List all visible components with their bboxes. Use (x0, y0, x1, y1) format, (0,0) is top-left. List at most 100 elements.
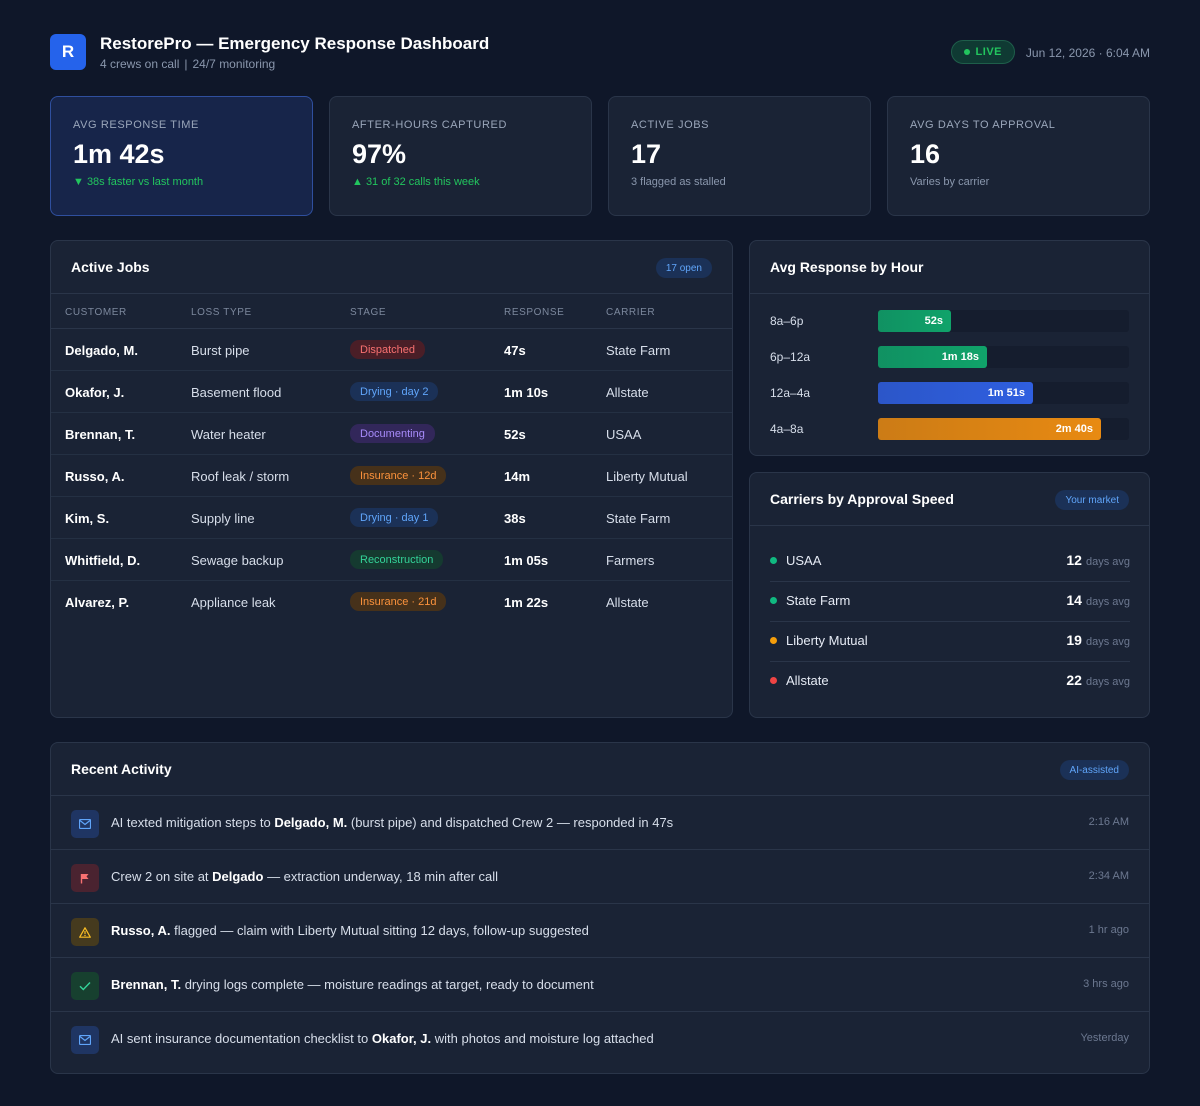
kpi-value: 16 (910, 139, 941, 169)
activity-text: Crew 2 on site at Delgado — extraction u… (111, 869, 498, 884)
table-row[interactable]: Russo, A. Roof leak / storm Insurance · … (51, 455, 732, 497)
days-unit: days avg (1085, 676, 1130, 688)
carrier-name: Allstate (786, 673, 829, 688)
loss-type-cell: Roof leak / storm (191, 469, 290, 484)
column-header-loss-type[interactable]: LOSS TYPE (191, 307, 252, 318)
bar-track: 1m 51s (878, 382, 1129, 404)
kpi-label: AVG DAYS TO APPROVAL (910, 119, 1056, 131)
hour-range-label: 8a–6p (770, 314, 804, 328)
hour-range-label: 6p–12a (770, 350, 811, 364)
activity-time: Yesterday (1080, 1032, 1129, 1044)
kpi-card-avg-response[interactable]: AVG RESPONSE TIME 1m 42s ▼ 38s faster vs… (50, 96, 313, 216)
carrier-name: State Farm (786, 593, 851, 608)
carrier-row[interactable]: Liberty Mutual 19 days avg (770, 622, 1130, 662)
carrier-days: 12 days avg (1066, 552, 1130, 568)
days-unit: days avg (1085, 556, 1130, 568)
table-row[interactable]: Kim, S. Supply line Drying · day 1 38s S… (51, 497, 732, 539)
kpi-card-after-hours[interactable]: AFTER-HOURS CAPTURED 97% ▲ 31 of 32 call… (329, 96, 592, 216)
panel-title: Avg Response by Hour (770, 259, 924, 275)
live-dot-icon (963, 49, 970, 55)
app-logo[interactable]: R (50, 34, 86, 70)
kpi-row: AVG RESPONSE TIME 1m 42s ▼ 38s faster vs… (50, 96, 1150, 216)
table-row[interactable]: Brennan, T. Water heater Documenting 52s… (51, 413, 732, 455)
activity-text-part: with photos and moisture log attached (431, 1031, 654, 1046)
carrier-name: USAA (786, 553, 822, 568)
activity-text: AI sent insurance documentation checklis… (111, 1031, 654, 1046)
recent-activity-panel: Recent Activity AI-assisted AI texted mi… (50, 742, 1150, 1074)
separator: | (184, 57, 188, 71)
activity-list: AI texted mitigation steps to Delgado, M… (51, 796, 1149, 1066)
carrier-row[interactable]: Allstate 22 days avg (770, 662, 1130, 702)
response-cell: 14m (504, 469, 531, 484)
bar-track: 52s (878, 310, 1129, 332)
table-row[interactable]: Delgado, M. Burst pipe Dispatched 47s St… (51, 329, 732, 371)
activity-item[interactable]: Russo, A. flagged — claim with Liberty M… (51, 904, 1149, 958)
mail-icon (71, 1026, 99, 1054)
carrier-days: 22 days avg (1066, 672, 1130, 688)
response-cell: 47s (504, 343, 526, 358)
column-header-response[interactable]: RESPONSE (504, 307, 565, 318)
activity-text: Russo, A. flagged — claim with Liberty M… (111, 923, 589, 938)
live-label: LIVE (975, 46, 1002, 58)
customer-cell: Delgado, M. (65, 343, 138, 358)
loss-type-cell: Appliance leak (191, 595, 276, 610)
activity-text-part: AI sent insurance documentation checklis… (111, 1031, 372, 1046)
customer-cell: Whitfield, D. (65, 553, 141, 568)
hour-row: 8a–6p 52s (770, 310, 1130, 332)
warning-icon (71, 918, 99, 946)
stage-badge: Dispatched (350, 340, 426, 359)
activity-text-part: AI texted mitigation steps to (111, 815, 275, 830)
table-row[interactable]: Alvarez, P. Appliance leak Insurance · 2… (51, 581, 732, 623)
activity-subject: Delgado (212, 869, 264, 884)
activity-text-part: flagged — claim with Liberty Mutual sitt… (170, 923, 589, 938)
live-status-badge: LIVE (950, 40, 1015, 64)
header-subtitle: 4 crews on call | 24/7 monitoring (100, 57, 275, 71)
days-unit: days avg (1085, 596, 1130, 608)
stage-badge: Insurance · 12d (350, 466, 447, 485)
stage-badge: Documenting (350, 424, 435, 443)
ai-assisted-badge: AI-assisted (1059, 760, 1129, 780)
table-body: Delgado, M. Burst pipe Dispatched 47s St… (51, 329, 732, 623)
kpi-trend: ▲ 31 of 32 calls this week (352, 176, 480, 188)
panel-title: Active Jobs (71, 259, 150, 275)
activity-time: 2:16 AM (1088, 816, 1129, 828)
bar-track: 2m 40s (878, 418, 1129, 440)
activity-subject: Brennan, T. (111, 977, 182, 992)
open-count-badge: 17 open (655, 258, 712, 278)
activity-subject: Russo, A. (111, 923, 171, 938)
status-dot-icon (770, 557, 777, 564)
carrier-row[interactable]: State Farm 14 days avg (770, 582, 1130, 622)
activity-text-part: (burst pipe) and dispatched Crew 2 — res… (347, 815, 674, 830)
current-datetime: Jun 12, 2026 · 6:04 AM (1025, 46, 1150, 60)
table-row[interactable]: Whitfield, D. Sewage backup Reconstructi… (51, 539, 732, 581)
hour-row: 6p–12a 1m 18s (770, 346, 1130, 368)
stage-badge: Reconstruction (350, 550, 444, 569)
column-header-customer[interactable]: CUSTOMER (65, 307, 127, 318)
bar-track: 1m 18s (878, 346, 1129, 368)
carrier-cell: Allstate (606, 385, 649, 400)
status-dot-icon (770, 597, 777, 604)
activity-item[interactable]: AI sent insurance documentation checklis… (51, 1012, 1149, 1066)
kpi-card-active-jobs[interactable]: ACTIVE JOBS 17 3 flagged as stalled (608, 96, 871, 216)
activity-text: AI texted mitigation steps to Delgado, M… (111, 815, 673, 830)
days-value: 12 (1066, 552, 1082, 568)
loss-type-cell: Water heater (191, 427, 266, 442)
activity-text-part: drying logs complete — moisture readings… (181, 977, 594, 992)
activity-item[interactable]: Brennan, T. drying logs complete — moist… (51, 958, 1149, 1012)
status-dot-icon (770, 637, 777, 644)
activity-item[interactable]: Crew 2 on site at Delgado — extraction u… (51, 850, 1149, 904)
response-cell: 38s (504, 511, 526, 526)
column-header-stage[interactable]: STAGE (350, 307, 387, 318)
hour-range-label: 4a–8a (770, 422, 804, 436)
kpi-card-days-to-approval[interactable]: AVG DAYS TO APPROVAL 16 Varies by carrie… (887, 96, 1150, 216)
loss-type-cell: Sewage backup (191, 553, 284, 568)
days-value: 19 (1066, 632, 1082, 648)
hour-row: 12a–4a 1m 51s (770, 382, 1130, 404)
carrier-row[interactable]: USAA 12 days avg (770, 542, 1130, 582)
table-row[interactable]: Okafor, J. Basement flood Drying · day 2… (51, 371, 732, 413)
activity-text: Brennan, T. drying logs complete — moist… (111, 977, 594, 992)
column-header-carrier[interactable]: CARRIER (606, 307, 656, 318)
activity-item[interactable]: AI texted mitigation steps to Delgado, M… (51, 796, 1149, 850)
kpi-note: 3 flagged as stalled (631, 176, 726, 188)
carrier-days: 14 days avg (1066, 592, 1130, 608)
